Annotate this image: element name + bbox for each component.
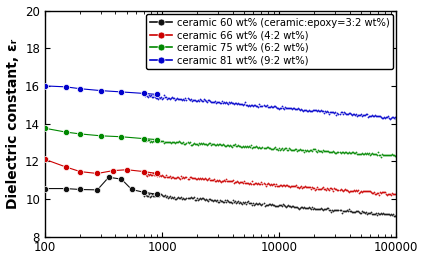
Y-axis label: Dielectric constant, εᵣ: Dielectric constant, εᵣ [6,38,20,209]
Legend: ceramic 60 wt% (ceramic:epoxy=3:2 wt%), ceramic 66 wt% (4:2 wt%), ceramic 75 wt%: ceramic 60 wt% (ceramic:epoxy=3:2 wt%), … [145,14,393,69]
